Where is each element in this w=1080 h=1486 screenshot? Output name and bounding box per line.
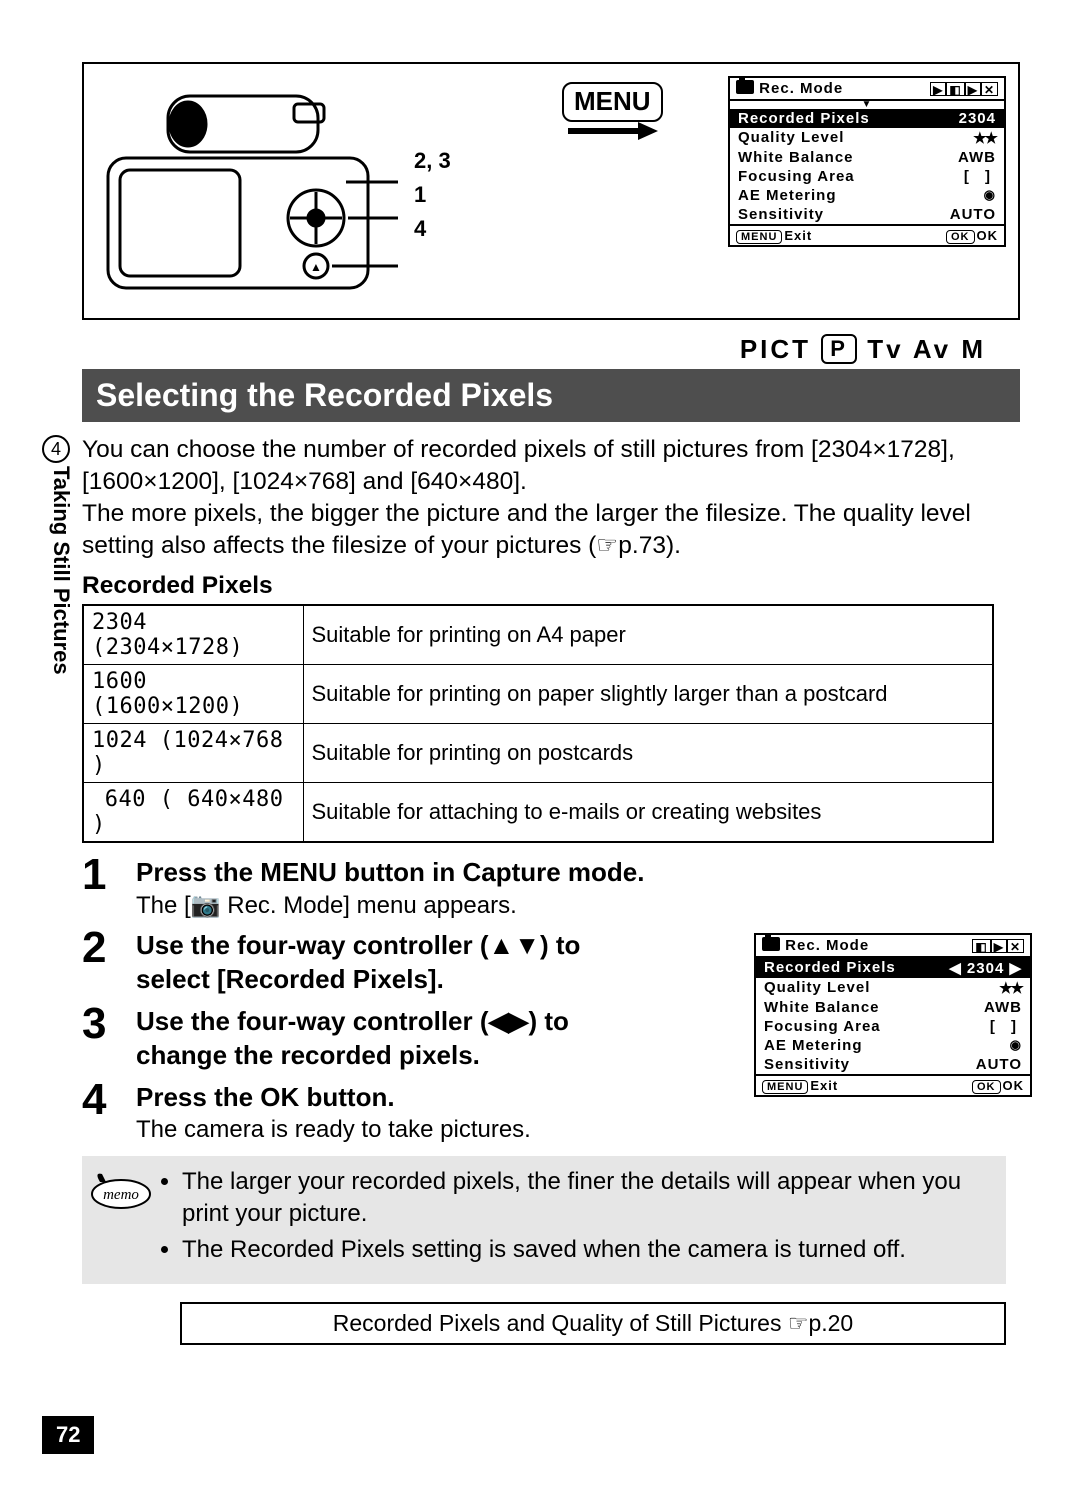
table-row: 1600 (1600×1200)Suitable for printing on…: [83, 665, 993, 724]
memo-item: The Recorded Pixels setting is saved whe…: [182, 1234, 992, 1266]
callout-23: 2, 3: [414, 144, 451, 178]
menu-title: Rec. Mode: [785, 937, 869, 954]
menu-tabs-icons: ▶◧▶✕: [930, 82, 998, 96]
chapter-number-badge: 4: [42, 435, 70, 463]
diagram-box: ▲ 2, 3 1 4 MENU Rec. Mode ▶◧▶✕ ▼ Recorde: [82, 62, 1020, 320]
intro-paragraph: You can choose the number of recorded pi…: [82, 434, 1004, 562]
menu-item-wb: White BalanceAWB: [730, 148, 1004, 167]
steps-list: 1 Press the MENU button in Capture mode.…: [82, 855, 1020, 1144]
step-title: Use the four-way controller (◀▶) to chan…: [136, 1004, 656, 1072]
memo-icon: memo: [90, 1168, 152, 1212]
table-row: 2304 (2304×1728)Suitable for printing on…: [83, 605, 993, 665]
menu-item-sensitivity: SensitivityAUTO: [730, 205, 1004, 224]
step-title: Use the four-way controller (▲▼) to sele…: [136, 928, 656, 996]
memo-box: memo The larger your recorded pixels, th…: [82, 1156, 1006, 1284]
table-row: 1024 (1024×768 )Suitable for printing on…: [83, 724, 993, 783]
menu-title: Rec. Mode: [759, 80, 843, 97]
camera-icon: [736, 80, 754, 94]
menu-button-label: MENU: [562, 82, 663, 122]
menu-item-focus: Focusing Area[ ]: [730, 167, 1004, 186]
menu-item-recorded-pixels: Recorded Pixels2304: [730, 109, 1004, 128]
step-sub: The [📷 Rec. Mode] menu appears.: [136, 891, 1020, 920]
menu-item-ae: AE Metering◉: [730, 186, 1004, 205]
callout-4: 4: [414, 212, 451, 246]
page: 4 Taking Still Pictures 72 ▲: [0, 0, 1080, 1486]
step-sub: The camera is ready to take pictures.: [136, 1116, 1020, 1144]
recorded-pixels-heading: Recorded Pixels: [82, 572, 1020, 600]
menu-screen-1: Rec. Mode ▶◧▶✕ ▼ Recorded Pixels2304 Qua…: [728, 76, 1006, 247]
menu-screen-2: Rec. Mode ◧▶✕ Recorded Pixels◀ 2304 ▶ Qu…: [754, 933, 1032, 1097]
step-1: 1 Press the MENU button in Capture mode.…: [82, 855, 1020, 920]
diagram-callouts: 2, 3 1 4: [414, 144, 451, 246]
menu-item-recorded-pixels: Recorded Pixels◀ 2304 ▶: [756, 958, 1030, 978]
menu-item-sensitivity: SensitivityAUTO: [756, 1055, 1030, 1074]
section-title-bar: Selecting the Recorded Pixels: [82, 369, 1020, 422]
menu-item-focus: Focusing Area[ ]: [756, 1017, 1030, 1036]
menu-item-wb: White BalanceAWB: [756, 998, 1030, 1017]
step-title: Press the MENU button in Capture mode.: [136, 855, 1020, 889]
mode-line: PICT P Tv Av M: [50, 334, 986, 365]
menu-arrow-icon: [568, 120, 658, 142]
svg-text:▲: ▲: [310, 260, 322, 274]
camera-icon: [762, 937, 780, 951]
reference-box: Recorded Pixels and Quality of Still Pic…: [180, 1302, 1006, 1345]
callout-1: 1: [414, 178, 451, 212]
svg-text:memo: memo: [103, 1187, 139, 1203]
recorded-pixels-table: 2304 (2304×1728)Suitable for printing on…: [82, 604, 994, 843]
sidebar-section-label: Taking Still Pictures: [48, 466, 74, 675]
table-row: 640 ( 640×480 )Suitable for attaching to…: [83, 783, 993, 843]
menu-tabs-icons: ◧▶✕: [972, 939, 1024, 953]
menu-item-quality: Quality Level★★: [730, 128, 1004, 148]
menu-item-ae: AE Metering◉: [756, 1036, 1030, 1055]
page-number: 72: [42, 1416, 94, 1454]
memo-item: The larger your recorded pixels, the fin…: [182, 1166, 992, 1230]
menu-item-quality: Quality Level★★: [756, 978, 1030, 998]
camera-illustration: ▲: [98, 78, 398, 308]
